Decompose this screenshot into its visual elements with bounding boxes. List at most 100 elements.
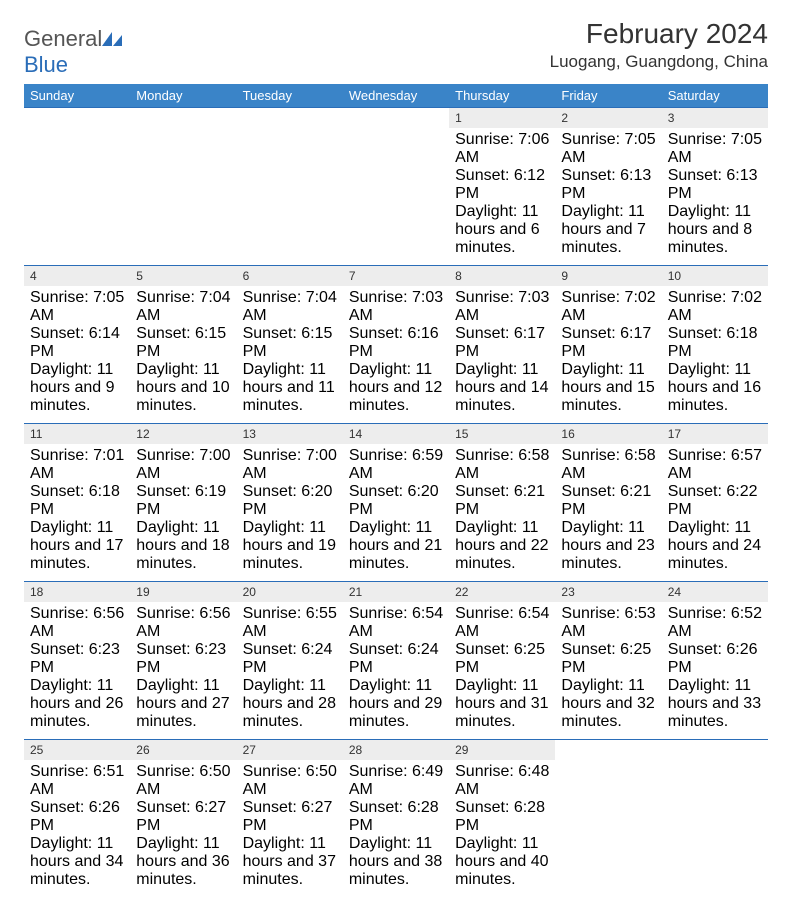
day-number: 15 bbox=[455, 427, 468, 441]
daylight-text: Daylight: 11 hours and 6 minutes. bbox=[455, 203, 549, 257]
col-monday: Monday bbox=[130, 84, 236, 108]
daylight-text: Daylight: 11 hours and 11 minutes. bbox=[243, 361, 337, 415]
day-body-cell bbox=[343, 128, 449, 266]
col-saturday: Saturday bbox=[662, 84, 768, 108]
sunset-text: Sunset: 6:19 PM bbox=[136, 483, 230, 519]
sunrise-text: Sunrise: 6:59 AM bbox=[349, 447, 443, 483]
day-body-row: Sunrise: 7:05 AMSunset: 6:14 PMDaylight:… bbox=[24, 286, 768, 424]
sunset-text: Sunset: 6:27 PM bbox=[136, 799, 230, 835]
day-number-cell: 7 bbox=[343, 266, 449, 287]
day-number: 24 bbox=[668, 585, 681, 599]
daylight-text: Daylight: 11 hours and 31 minutes. bbox=[455, 677, 549, 731]
sunset-text: Sunset: 6:24 PM bbox=[349, 641, 443, 677]
sunrise-text: Sunrise: 7:05 AM bbox=[561, 131, 655, 167]
day-body-cell: Sunrise: 6:58 AMSunset: 6:21 PMDaylight:… bbox=[449, 444, 555, 582]
sunrise-text: Sunrise: 7:00 AM bbox=[243, 447, 337, 483]
sunrise-text: Sunrise: 6:51 AM bbox=[30, 763, 124, 799]
day-number: 19 bbox=[136, 585, 149, 599]
day-body-cell: Sunrise: 7:05 AMSunset: 6:13 PMDaylight:… bbox=[662, 128, 768, 266]
sunrise-text: Sunrise: 6:58 AM bbox=[455, 447, 549, 483]
day-number: 14 bbox=[349, 427, 362, 441]
sunrise-text: Sunrise: 6:49 AM bbox=[349, 763, 443, 799]
daylight-text: Daylight: 11 hours and 28 minutes. bbox=[243, 677, 337, 731]
day-number-cell: 21 bbox=[343, 582, 449, 603]
location-label: Luogang, Guangdong, China bbox=[550, 52, 768, 72]
day-body-cell: Sunrise: 7:01 AMSunset: 6:18 PMDaylight:… bbox=[24, 444, 130, 582]
day-number: 6 bbox=[243, 269, 250, 283]
day-body-cell bbox=[237, 128, 343, 266]
sunrise-text: Sunrise: 7:05 AM bbox=[668, 131, 762, 167]
day-number-cell: 9 bbox=[555, 266, 661, 287]
day-body-cell: Sunrise: 6:50 AMSunset: 6:27 PMDaylight:… bbox=[130, 760, 236, 897]
daylight-text: Daylight: 11 hours and 15 minutes. bbox=[561, 361, 655, 415]
day-number-cell: 17 bbox=[662, 424, 768, 445]
sunset-text: Sunset: 6:20 PM bbox=[349, 483, 443, 519]
daylight-text: Daylight: 11 hours and 9 minutes. bbox=[30, 361, 124, 415]
daylight-text: Daylight: 11 hours and 21 minutes. bbox=[349, 519, 443, 573]
sunset-text: Sunset: 6:22 PM bbox=[668, 483, 762, 519]
daylight-text: Daylight: 11 hours and 19 minutes. bbox=[243, 519, 337, 573]
sunset-text: Sunset: 6:15 PM bbox=[243, 325, 337, 361]
day-number-cell: 27 bbox=[237, 740, 343, 761]
sunset-text: Sunset: 6:26 PM bbox=[668, 641, 762, 677]
sunset-text: Sunset: 6:23 PM bbox=[136, 641, 230, 677]
page-header: GeneralBlue February 2024 Luogang, Guang… bbox=[24, 18, 768, 78]
sunset-text: Sunset: 6:24 PM bbox=[243, 641, 337, 677]
daylight-text: Daylight: 11 hours and 12 minutes. bbox=[349, 361, 443, 415]
day-number-row: 18192021222324 bbox=[24, 582, 768, 603]
day-number-row: 45678910 bbox=[24, 266, 768, 287]
day-number: 21 bbox=[349, 585, 362, 599]
col-sunday: Sunday bbox=[24, 84, 130, 108]
day-number: 26 bbox=[136, 743, 149, 757]
day-number: 9 bbox=[561, 269, 568, 283]
day-number-cell: 12 bbox=[130, 424, 236, 445]
sunrise-text: Sunrise: 6:56 AM bbox=[30, 605, 124, 641]
sunset-text: Sunset: 6:26 PM bbox=[30, 799, 124, 835]
daylight-text: Daylight: 11 hours and 18 minutes. bbox=[136, 519, 230, 573]
day-number-cell: 16 bbox=[555, 424, 661, 445]
month-title: February 2024 bbox=[550, 18, 768, 50]
day-number-cell: 3 bbox=[662, 108, 768, 129]
day-number-cell: 20 bbox=[237, 582, 343, 603]
day-number-cell: 6 bbox=[237, 266, 343, 287]
day-number: 2 bbox=[561, 111, 568, 125]
day-body-cell: Sunrise: 6:54 AMSunset: 6:25 PMDaylight:… bbox=[449, 602, 555, 740]
day-number: 1 bbox=[455, 111, 462, 125]
day-number: 11 bbox=[30, 427, 42, 441]
sunset-text: Sunset: 6:17 PM bbox=[455, 325, 549, 361]
sunset-text: Sunset: 6:18 PM bbox=[30, 483, 124, 519]
sunrise-text: Sunrise: 6:52 AM bbox=[668, 605, 762, 641]
day-number-cell: 24 bbox=[662, 582, 768, 603]
day-number: 12 bbox=[136, 427, 149, 441]
day-number: 29 bbox=[455, 743, 468, 757]
day-number-cell: 19 bbox=[130, 582, 236, 603]
day-body-cell: Sunrise: 6:48 AMSunset: 6:28 PMDaylight:… bbox=[449, 760, 555, 897]
day-number-cell bbox=[343, 108, 449, 129]
calendar-body: 123Sunrise: 7:06 AMSunset: 6:12 PMDaylig… bbox=[24, 108, 768, 897]
sunset-text: Sunset: 6:25 PM bbox=[561, 641, 655, 677]
day-body-row: Sunrise: 7:06 AMSunset: 6:12 PMDaylight:… bbox=[24, 128, 768, 266]
day-body-cell: Sunrise: 6:56 AMSunset: 6:23 PMDaylight:… bbox=[24, 602, 130, 740]
daylight-text: Daylight: 11 hours and 8 minutes. bbox=[668, 203, 762, 257]
day-body-cell: Sunrise: 6:59 AMSunset: 6:20 PMDaylight:… bbox=[343, 444, 449, 582]
day-number-row: 2526272829 bbox=[24, 740, 768, 761]
day-number-cell bbox=[130, 108, 236, 129]
day-number-cell: 8 bbox=[449, 266, 555, 287]
daylight-text: Daylight: 11 hours and 29 minutes. bbox=[349, 677, 443, 731]
sunrise-text: Sunrise: 6:54 AM bbox=[455, 605, 549, 641]
col-thursday: Thursday bbox=[449, 84, 555, 108]
sunrise-text: Sunrise: 7:03 AM bbox=[349, 289, 443, 325]
sunset-text: Sunset: 6:13 PM bbox=[668, 167, 762, 203]
day-body-cell: Sunrise: 7:03 AMSunset: 6:17 PMDaylight:… bbox=[449, 286, 555, 424]
sunrise-text: Sunrise: 7:05 AM bbox=[30, 289, 124, 325]
sunrise-text: Sunrise: 7:03 AM bbox=[455, 289, 549, 325]
sunrise-text: Sunrise: 6:48 AM bbox=[455, 763, 549, 799]
day-number: 10 bbox=[668, 269, 681, 283]
day-number: 27 bbox=[243, 743, 256, 757]
daylight-text: Daylight: 11 hours and 33 minutes. bbox=[668, 677, 762, 731]
sunrise-text: Sunrise: 6:57 AM bbox=[668, 447, 762, 483]
day-number-cell: 18 bbox=[24, 582, 130, 603]
day-body-cell: Sunrise: 7:00 AMSunset: 6:19 PMDaylight:… bbox=[130, 444, 236, 582]
calendar-page: GeneralBlue February 2024 Luogang, Guang… bbox=[0, 0, 792, 897]
day-body-row: Sunrise: 7:01 AMSunset: 6:18 PMDaylight:… bbox=[24, 444, 768, 582]
